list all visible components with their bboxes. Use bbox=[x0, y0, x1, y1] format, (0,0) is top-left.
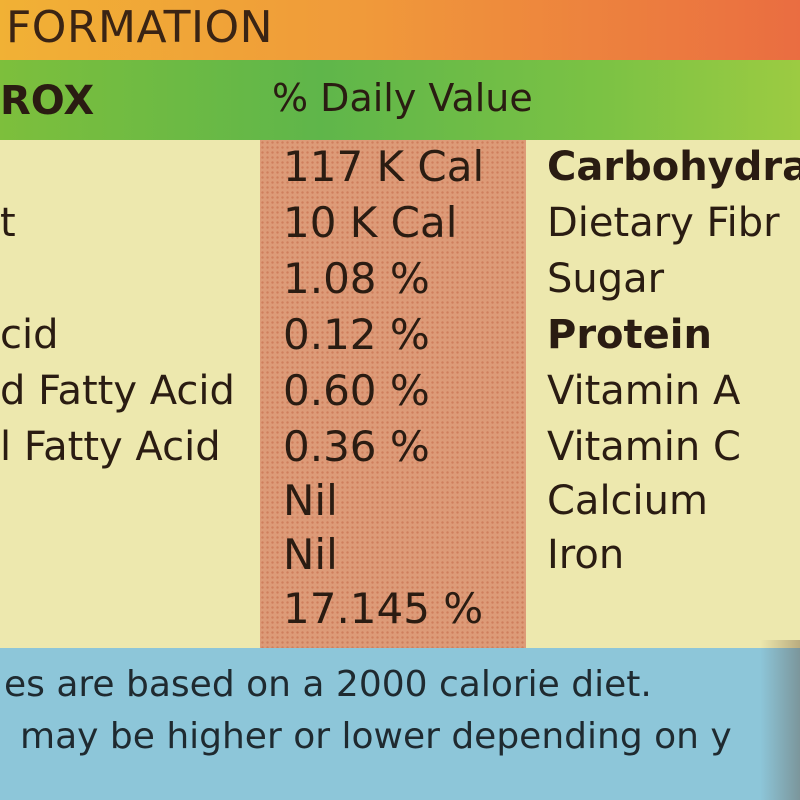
column-header-daily-value: % Daily Value bbox=[272, 76, 533, 120]
nutrient-left-label: cid bbox=[0, 312, 59, 358]
nutrient-right-label: Protein bbox=[547, 312, 712, 358]
nutrient-left-label: d Fatty Acid bbox=[0, 368, 235, 414]
nutrient-left-label: t bbox=[0, 200, 16, 246]
nutrient-value: 0.36 % bbox=[283, 422, 430, 471]
title-band bbox=[0, 0, 800, 60]
nutrient-value: 17.145 % bbox=[283, 584, 484, 633]
nutrient-value: Nil bbox=[283, 476, 338, 525]
column-header-approx: ROX bbox=[0, 78, 95, 124]
nutrient-right-label: Carbohydra bbox=[547, 144, 800, 190]
footnote-line-1: es are based on a 2000 calorie diet. bbox=[4, 664, 652, 705]
nutrient-right-label: Sugar bbox=[547, 256, 665, 302]
footnote-line-2: may be higher or lower depending on y bbox=[20, 716, 732, 757]
nutrient-right-label: Iron bbox=[547, 532, 625, 578]
nutrient-value: 0.60 % bbox=[283, 366, 430, 415]
footnote-band bbox=[0, 648, 800, 800]
nutrient-value: Nil bbox=[283, 530, 338, 579]
nutrient-value: 1.08 % bbox=[283, 254, 430, 303]
nutrient-right-label: Vitamin C bbox=[547, 424, 741, 470]
edge-shadow bbox=[760, 640, 800, 800]
nutrient-right-label: Calcium bbox=[547, 478, 708, 524]
daily-value-column bbox=[260, 140, 526, 648]
nutrient-value: 0.12 % bbox=[283, 310, 430, 359]
nutrient-right-label: Vitamin A bbox=[547, 368, 741, 414]
nutrient-left-label: l Fatty Acid bbox=[0, 424, 221, 470]
nutrient-value: 117 K Cal bbox=[283, 142, 485, 191]
label-title: FORMATION bbox=[6, 2, 274, 53]
nutrient-right-label: Dietary Fibr bbox=[547, 200, 780, 246]
column-header-band bbox=[0, 60, 800, 140]
nutrient-value: 10 K Cal bbox=[283, 198, 458, 247]
